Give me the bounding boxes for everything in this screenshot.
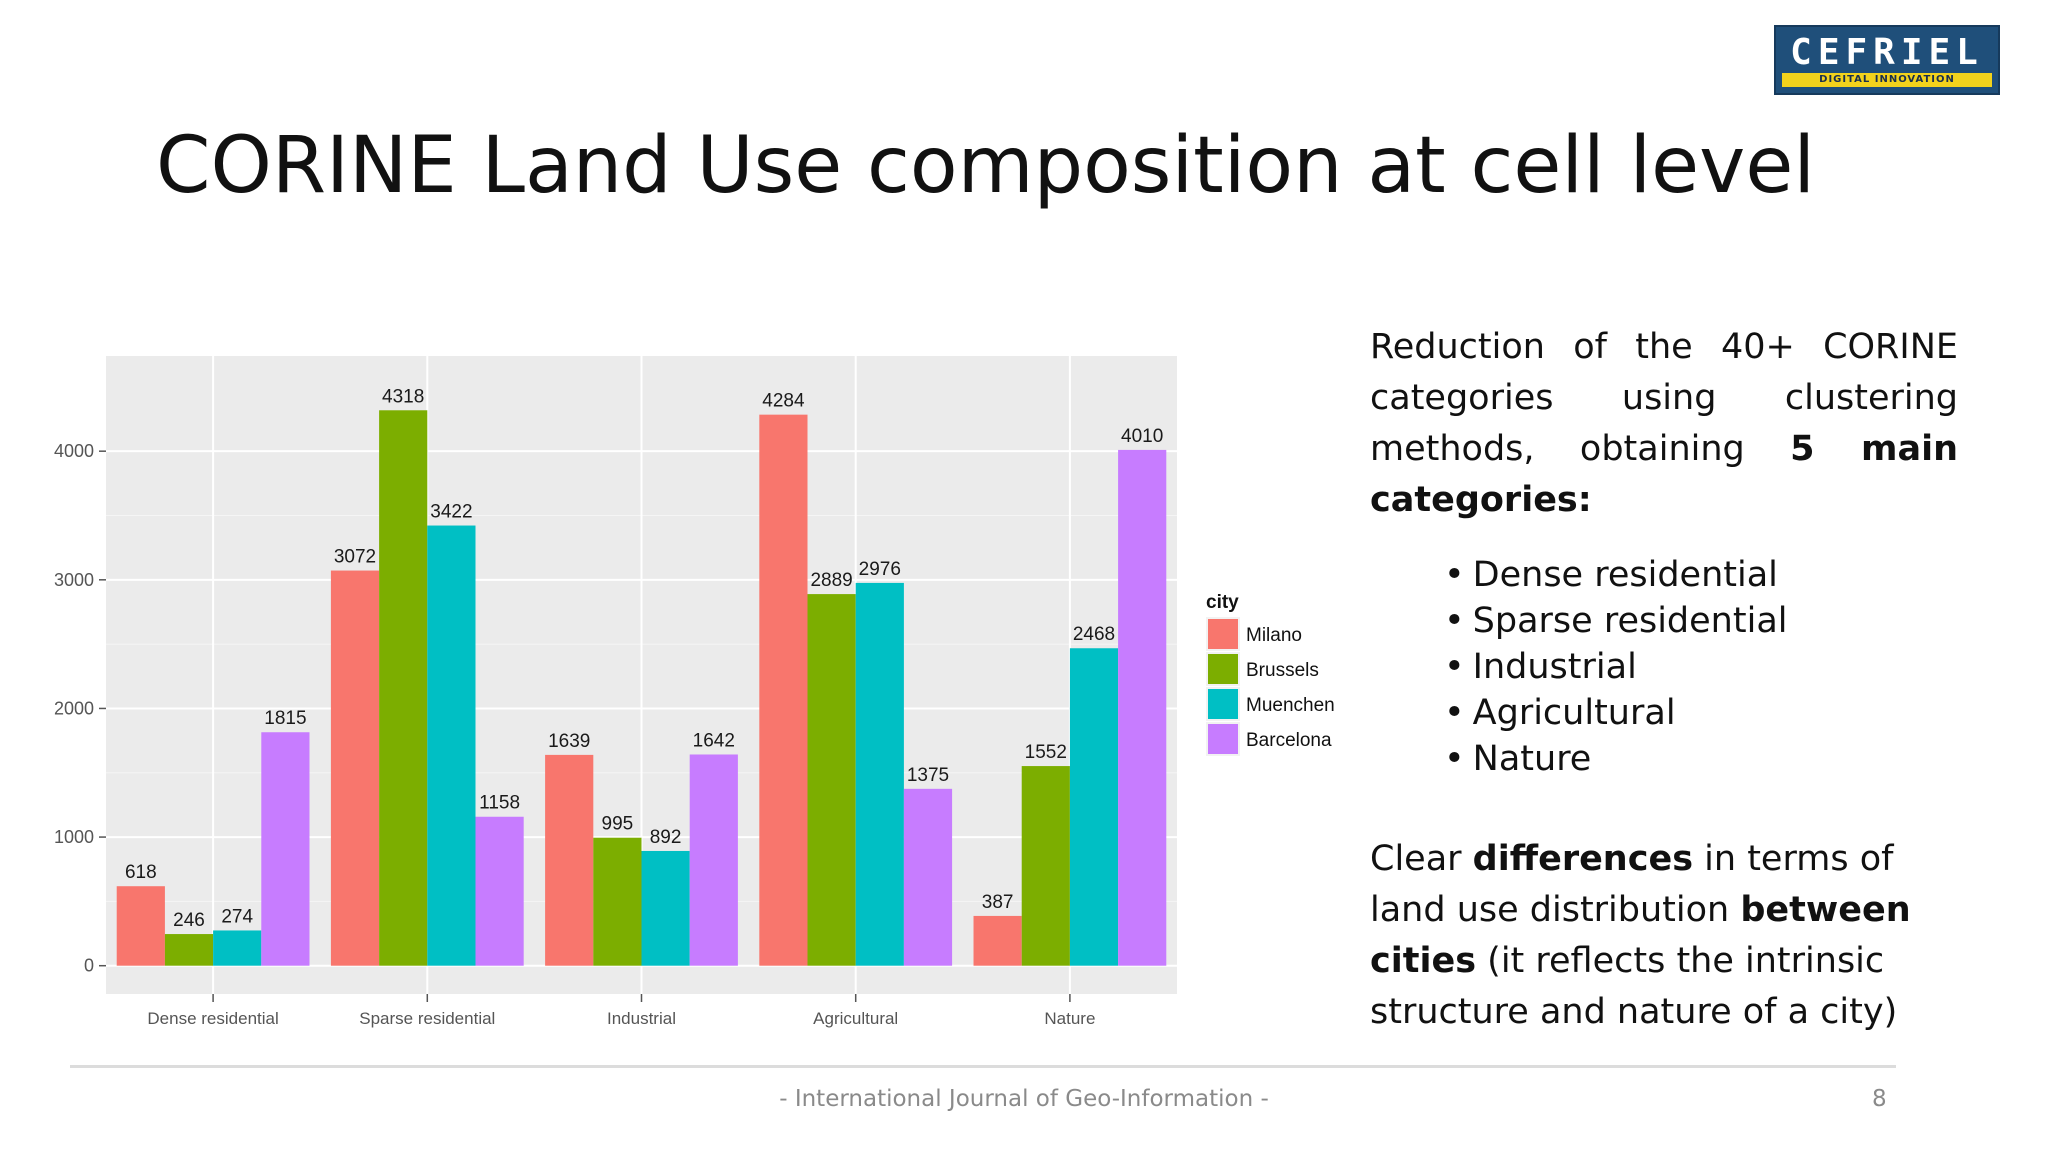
data-label: 2889	[810, 570, 852, 591]
bar-muenchen	[641, 850, 690, 966]
para1-line-1: Reduction of the 40+ CORINE	[1370, 327, 1958, 367]
data-label: 1642	[693, 730, 735, 751]
para2-bold-2: between cities	[1370, 890, 1911, 981]
bar-milano	[330, 570, 380, 966]
data-label: 387	[982, 892, 1014, 913]
y-tick-label: 2000	[54, 698, 94, 718]
bar-muenchen	[213, 930, 262, 966]
list-item: Agricultural	[1444, 690, 1788, 736]
y-tick-label: 3000	[54, 570, 94, 590]
x-tick-label: Industrial	[607, 1009, 676, 1028]
list-item: Dense residential	[1444, 552, 1788, 598]
x-tick-label: Nature	[1044, 1009, 1095, 1028]
legend-label: Muenchen	[1246, 695, 1335, 716]
bar-brussels	[164, 934, 214, 966]
legend-label: Milano	[1246, 625, 1302, 646]
para1-highlight: 5 main	[1790, 429, 1958, 469]
data-label: 1375	[907, 765, 949, 786]
data-label: 618	[125, 862, 157, 883]
bar-brussels	[379, 410, 428, 966]
list-item: Nature	[1444, 736, 1788, 782]
y-tick-label: 4000	[54, 441, 94, 461]
data-label: 1158	[479, 793, 520, 814]
description-paragraph: Reduction of the 40+ CORINE categories u…	[1370, 322, 1958, 526]
x-tick-label: Agricultural	[813, 1009, 898, 1028]
bar-muenchen	[855, 582, 904, 966]
para1-line-3: methods, obtaining 5 main	[1370, 429, 1958, 469]
para1-categories-label: categories:	[1370, 480, 1592, 520]
bar-milano	[973, 915, 1022, 966]
data-label: 2976	[859, 559, 901, 580]
list-item: Sparse residential	[1444, 598, 1788, 644]
legend-swatch-brussels	[1208, 654, 1238, 684]
para1-line-4: categories:	[1370, 475, 1958, 526]
para2-text-1: Clear	[1370, 839, 1473, 879]
data-label: 1639	[548, 731, 590, 752]
data-label: 246	[173, 910, 205, 931]
conclusion-paragraph: Clear differences in terms of land use d…	[1370, 834, 1958, 1038]
bar-barcelona	[903, 788, 953, 966]
data-label: 892	[650, 827, 682, 848]
data-label: 274	[221, 906, 253, 927]
grouped-bar-chart: 0 1000 2000 3000 4000 618 246 274 1815 Dense resi…	[54, 356, 1335, 1028]
x-tick-label: Sparse residential	[359, 1009, 495, 1028]
legend-title: city	[1206, 592, 1239, 613]
category-list: Dense residential Sparse residential Ind…	[1444, 552, 1788, 782]
logo-tagline: DIGITAL INNOVATION	[1782, 73, 1992, 87]
data-label: 4284	[762, 391, 805, 412]
para1-line-3-text: methods, obtaining	[1370, 429, 1791, 469]
x-tick-label: Dense residential	[147, 1009, 278, 1028]
list-item: Industrial	[1444, 644, 1788, 690]
bar-milano	[116, 886, 165, 966]
page-number: 8	[1872, 1086, 1887, 1112]
legend-swatch-milano	[1208, 619, 1238, 649]
footer-text: - International Journal of Geo-Informati…	[779, 1086, 1269, 1112]
slide-title: CORINE Land Use composition at cell leve…	[156, 121, 1815, 211]
bar-muenchen	[1069, 648, 1119, 966]
para2-bold-1: differences	[1472, 839, 1694, 879]
legend-label: Barcelona	[1246, 730, 1332, 751]
data-label: 1815	[264, 708, 306, 729]
para2-text-2: in terms of land use distribution	[1370, 839, 1894, 930]
bar-brussels	[593, 837, 642, 966]
bar-muenchen	[427, 525, 476, 966]
cefriel-logo: CEFRIEL DIGITAL INNOVATION	[1774, 25, 2000, 95]
logo-wordmark: CEFRIEL	[1790, 32, 1984, 73]
data-label: 995	[602, 814, 634, 835]
para1-line-2: categories using clustering	[1370, 378, 1958, 418]
footer-divider	[70, 1065, 1896, 1068]
data-label: 2468	[1073, 624, 1115, 645]
bar-barcelona	[261, 732, 310, 966]
legend-label: Brussels	[1246, 660, 1319, 681]
legend-swatch-barcelona	[1208, 724, 1238, 754]
data-label: 3072	[334, 547, 376, 568]
bar-milano	[545, 754, 594, 966]
bar-barcelona	[689, 754, 738, 966]
data-label: 4318	[382, 386, 424, 407]
bar-brussels	[1021, 766, 1070, 966]
legend-swatch-muenchen	[1208, 689, 1238, 719]
para2-text-3: (it reflects the intrinsic structure and…	[1370, 941, 1898, 1032]
bar-brussels	[807, 594, 856, 966]
data-label: 3422	[430, 502, 472, 523]
bar-milano	[759, 414, 808, 966]
bar-barcelona	[1118, 449, 1167, 966]
bar-barcelona	[475, 816, 524, 966]
data-label: 1552	[1025, 742, 1067, 763]
y-tick-label: 1000	[54, 827, 94, 847]
data-label: 4010	[1121, 426, 1163, 447]
y-tick-label: 0	[84, 956, 94, 976]
